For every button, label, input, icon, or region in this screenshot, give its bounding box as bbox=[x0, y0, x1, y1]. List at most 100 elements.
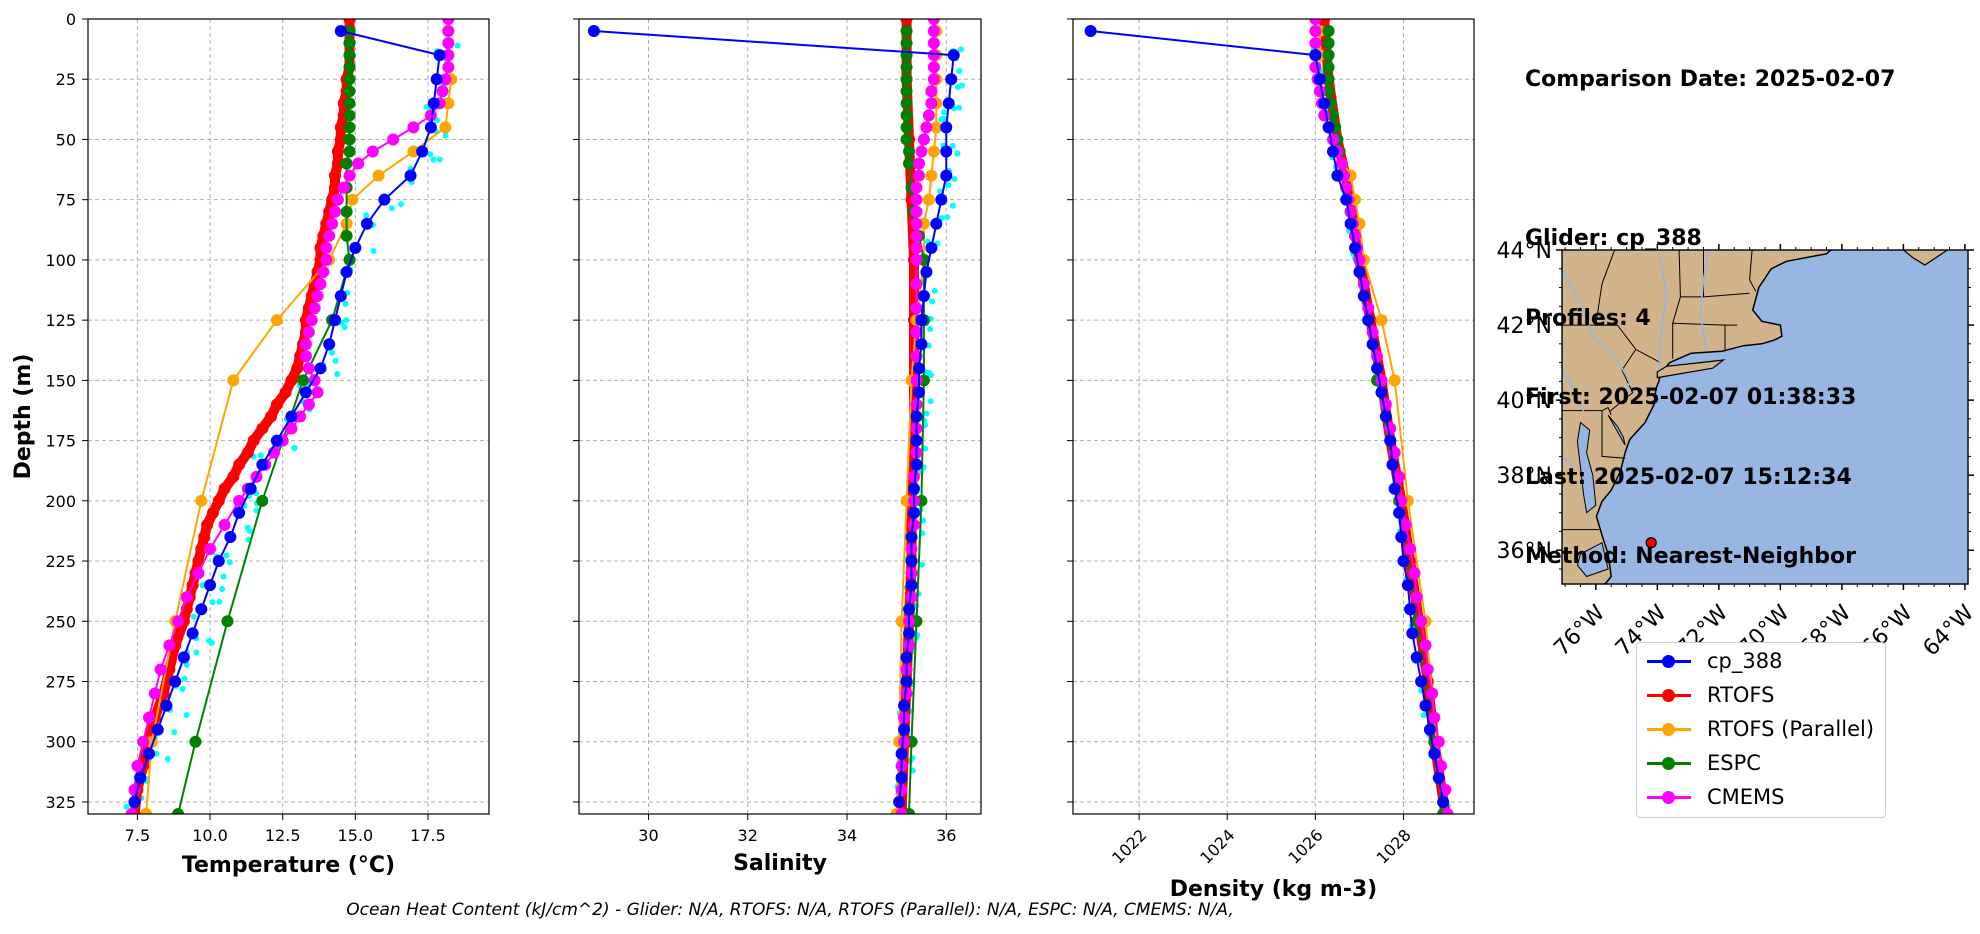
series-point bbox=[439, 73, 452, 86]
series-point bbox=[927, 61, 940, 74]
y-tick-label: 50 bbox=[56, 130, 76, 149]
y-tick-label: 75 bbox=[56, 191, 76, 210]
series-point bbox=[1318, 109, 1331, 122]
series-point bbox=[198, 530, 211, 543]
series-point bbox=[285, 410, 298, 423]
raw-glider-point bbox=[257, 452, 264, 459]
x-tick-label: 12.5 bbox=[265, 826, 301, 845]
river bbox=[1658, 257, 1668, 371]
series-point bbox=[912, 157, 925, 170]
lon-tick-label: 64°W bbox=[1919, 600, 1980, 661]
series-point bbox=[1326, 133, 1339, 146]
series-point bbox=[186, 627, 199, 640]
chesapeake-bay bbox=[1576, 421, 1597, 514]
axes-frame bbox=[578, 18, 982, 815]
series-point bbox=[227, 374, 240, 387]
y-tick-label: 0 bbox=[66, 10, 76, 29]
series-point bbox=[204, 579, 217, 592]
series-point bbox=[299, 350, 312, 363]
series-point bbox=[143, 711, 156, 724]
series-point bbox=[328, 181, 341, 194]
series-point bbox=[218, 518, 231, 531]
series-point bbox=[927, 49, 940, 62]
series-point bbox=[256, 458, 269, 471]
series-point bbox=[314, 362, 327, 375]
series-point bbox=[1309, 61, 1322, 74]
series-point bbox=[331, 193, 344, 206]
series-point bbox=[1309, 37, 1322, 50]
series-point bbox=[1432, 771, 1445, 784]
series-point bbox=[1362, 302, 1375, 315]
series-point bbox=[427, 97, 440, 110]
legend-marker bbox=[1662, 791, 1675, 804]
series-point bbox=[224, 530, 237, 543]
series-point bbox=[378, 193, 391, 206]
raw-glider-point bbox=[343, 317, 350, 324]
raw-glider-point bbox=[423, 104, 430, 111]
river bbox=[1699, 250, 1710, 352]
series-point bbox=[908, 518, 920, 531]
series-point bbox=[1344, 205, 1357, 218]
plot-area bbox=[123, 19, 461, 814]
series-point bbox=[1408, 567, 1421, 580]
y-tick-label: 325 bbox=[45, 793, 76, 812]
series-point bbox=[163, 639, 176, 652]
series-point bbox=[294, 410, 307, 423]
series-point bbox=[895, 771, 908, 784]
series-point bbox=[340, 157, 353, 170]
series-point bbox=[343, 49, 356, 62]
profile-count: Profiles: 4 bbox=[1525, 305, 1651, 331]
series-point bbox=[908, 470, 920, 483]
x-tick-label: 32 bbox=[738, 826, 758, 845]
x-tick-label: 1024 bbox=[1196, 825, 1238, 867]
series-point bbox=[442, 61, 455, 74]
series-point bbox=[343, 109, 356, 122]
series-point bbox=[195, 603, 208, 616]
raw-glider-point bbox=[334, 370, 341, 377]
legend-label: RTOFS (Parallel) bbox=[1707, 717, 1875, 741]
raw-glider-point bbox=[454, 42, 461, 49]
series-point bbox=[343, 85, 356, 98]
series-point bbox=[1428, 747, 1441, 760]
x-tick-label: 15.0 bbox=[338, 826, 374, 845]
last-time: Last: 2025-02-07 15:12:34 bbox=[1525, 464, 1852, 490]
series-point bbox=[1344, 217, 1357, 230]
series-point bbox=[1309, 49, 1322, 62]
series-point bbox=[195, 543, 208, 555]
x-tick-label: 34 bbox=[837, 826, 857, 845]
series-point bbox=[154, 663, 167, 676]
state-border bbox=[1601, 406, 1612, 416]
series-point bbox=[1366, 326, 1379, 339]
series-point bbox=[1084, 25, 1097, 38]
series-point bbox=[172, 615, 185, 628]
series-point bbox=[233, 506, 246, 519]
raw-glider-point bbox=[164, 756, 171, 763]
glider-location-marker bbox=[1645, 537, 1657, 549]
y-tick-label: 225 bbox=[45, 552, 76, 571]
series-line-espc bbox=[905, 31, 925, 814]
series-point bbox=[326, 217, 339, 230]
series-point bbox=[407, 145, 420, 158]
delaware-bay bbox=[1607, 414, 1626, 446]
raw-glider-point bbox=[209, 599, 216, 606]
series-point bbox=[233, 494, 246, 507]
series-point bbox=[930, 217, 943, 230]
raw-glider-point bbox=[388, 205, 395, 212]
series-point bbox=[1313, 73, 1326, 86]
series-line-rtofs-parallel- bbox=[145, 31, 453, 814]
info-panel: Comparison Date: 2025-02-07 Glider: cp_3… bbox=[1525, 14, 1895, 597]
y-tick-label: 150 bbox=[45, 371, 76, 390]
raw-glider-point bbox=[1420, 712, 1427, 719]
series-point bbox=[387, 133, 400, 146]
series-point bbox=[912, 386, 925, 399]
series-point bbox=[898, 723, 911, 736]
series-point bbox=[328, 205, 341, 218]
series-point bbox=[334, 133, 347, 146]
lat-tick-label: 38°N bbox=[1497, 464, 1552, 489]
series-point bbox=[140, 808, 153, 814]
series-point bbox=[1309, 25, 1322, 38]
series-point bbox=[1421, 663, 1434, 676]
series-point bbox=[1322, 85, 1335, 98]
series-point bbox=[922, 193, 935, 206]
series-point bbox=[1309, 19, 1322, 25]
